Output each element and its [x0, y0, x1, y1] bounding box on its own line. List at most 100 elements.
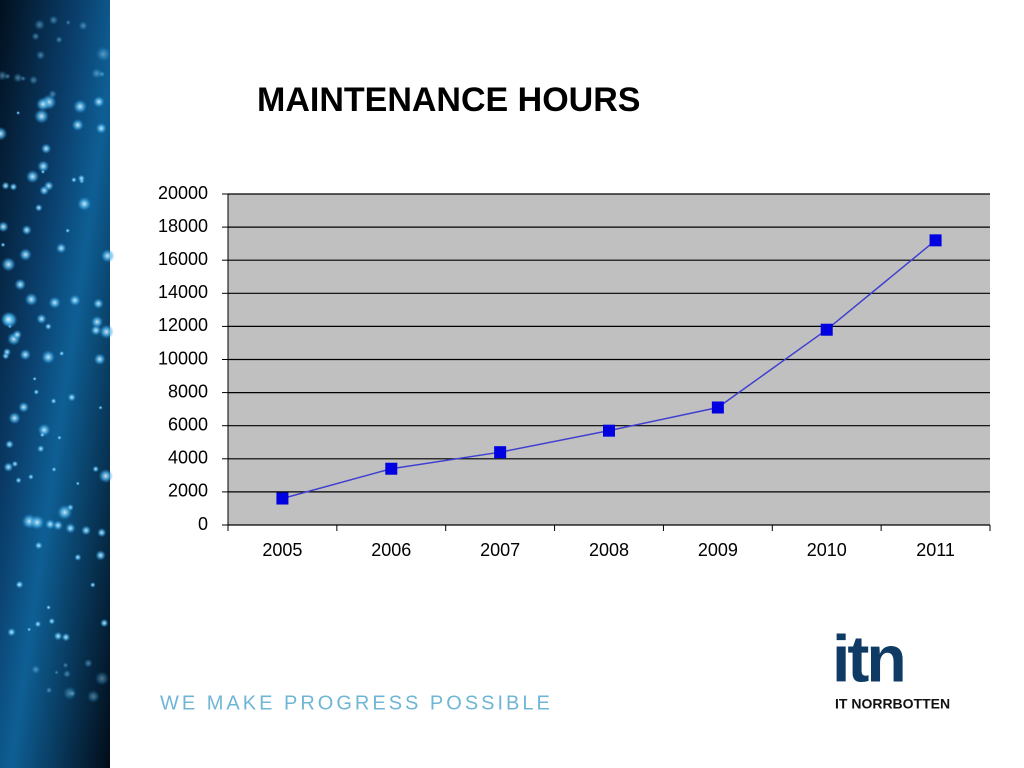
decor-light [81, 525, 92, 536]
decor-light [39, 432, 45, 438]
decor-light [86, 689, 100, 703]
decor-light [19, 348, 32, 361]
decor-light [56, 504, 73, 521]
decor-light [15, 477, 22, 484]
tagline: WE MAKE PROGRESS POSSIBLE [160, 692, 553, 714]
decor-light [48, 89, 58, 99]
x-tick-label: 2011 [916, 540, 955, 560]
decor-light [0, 242, 6, 248]
decor-light [70, 176, 77, 183]
decor-light [71, 118, 84, 132]
decor-light [35, 97, 50, 112]
decor-light [77, 196, 92, 211]
decor-light [69, 690, 76, 697]
y-tick-label: 14000 [158, 282, 208, 302]
decor-light [53, 631, 63, 641]
decor-light [4, 73, 11, 80]
data-point [385, 462, 398, 475]
y-tick-label: 4000 [168, 448, 208, 468]
decor-light [95, 550, 106, 561]
decor-light [0, 221, 9, 233]
y-tick-label: 18000 [158, 216, 208, 236]
decor-light [19, 248, 32, 262]
decor-light [98, 468, 113, 484]
data-point [711, 401, 724, 414]
decor-light [31, 664, 41, 675]
decor-light [0, 126, 8, 141]
data-point [929, 234, 942, 247]
decor-light [8, 411, 21, 425]
decor-light [0, 311, 17, 328]
decor-light [44, 518, 56, 530]
decor-light [36, 444, 45, 453]
decor-light [1, 257, 16, 272]
decor-light [65, 522, 76, 534]
decor-light [18, 401, 30, 413]
data-point [494, 446, 507, 459]
decor-light [35, 50, 46, 60]
chart-title: MAINTENANCE HOURS [257, 81, 640, 119]
decor-light [16, 110, 21, 115]
decor-light [92, 465, 100, 473]
y-tick-label: 12000 [158, 315, 208, 335]
decor-light [39, 185, 50, 196]
decor-light [95, 122, 107, 135]
decor-light [55, 242, 67, 254]
decor-light [1, 181, 10, 190]
decor-light [34, 19, 46, 31]
decor-light [89, 582, 96, 588]
decor-light [92, 95, 105, 108]
decor-light [13, 72, 23, 83]
decor-light [58, 350, 65, 357]
decor-lights [0, 15, 115, 703]
y-tick-label: 20000 [158, 183, 208, 203]
decor-light [32, 376, 37, 381]
decor-light [55, 36, 63, 44]
chart: 0 2000 4000 6000 8000 10000 12000 14000 16000 180… [158, 183, 991, 560]
decor-light [52, 520, 64, 531]
decor-light [97, 527, 107, 538]
decor-light [51, 466, 57, 472]
decor-light [61, 632, 71, 642]
decor-light [41, 350, 56, 365]
decor-light [33, 389, 40, 395]
decor-light [36, 313, 47, 325]
decor-light [63, 669, 72, 678]
decor-light [99, 324, 114, 340]
decor-light [45, 686, 53, 694]
y-tick-label: 8000 [168, 381, 208, 401]
decor-light [34, 108, 50, 124]
y-tick-label: 16000 [158, 249, 208, 269]
decor-light [37, 160, 50, 173]
decor-light [21, 224, 32, 236]
decor-light [40, 143, 52, 154]
decor-light [34, 620, 42, 628]
decor-light [5, 439, 14, 449]
decor-light [65, 228, 71, 234]
decor-light [73, 99, 88, 114]
decor-light [48, 15, 59, 25]
decor-light [20, 75, 26, 82]
decor-light [3, 462, 14, 473]
decor-light [99, 618, 109, 628]
x-tick-label: 2005 [262, 540, 302, 560]
decor-light [92, 298, 104, 310]
decor-light [24, 292, 38, 307]
decor-light [34, 203, 43, 212]
decor-light [26, 627, 32, 632]
logo-name: IT NORRBOTTEN [835, 696, 950, 712]
data-point [820, 323, 833, 336]
decor-light [67, 393, 77, 402]
logo-mark: itn [832, 621, 904, 695]
decor-light [62, 662, 69, 669]
decor-light [95, 46, 112, 62]
decor-light [98, 70, 106, 78]
x-tick-label: 2006 [371, 540, 411, 560]
decor-light [14, 278, 27, 291]
decor-light [48, 617, 56, 625]
x-tick-label: 2008 [589, 540, 629, 560]
decor-light [83, 658, 93, 668]
decor-light [78, 21, 88, 31]
y-tick-label: 10000 [158, 348, 208, 368]
decor-light [25, 169, 40, 184]
